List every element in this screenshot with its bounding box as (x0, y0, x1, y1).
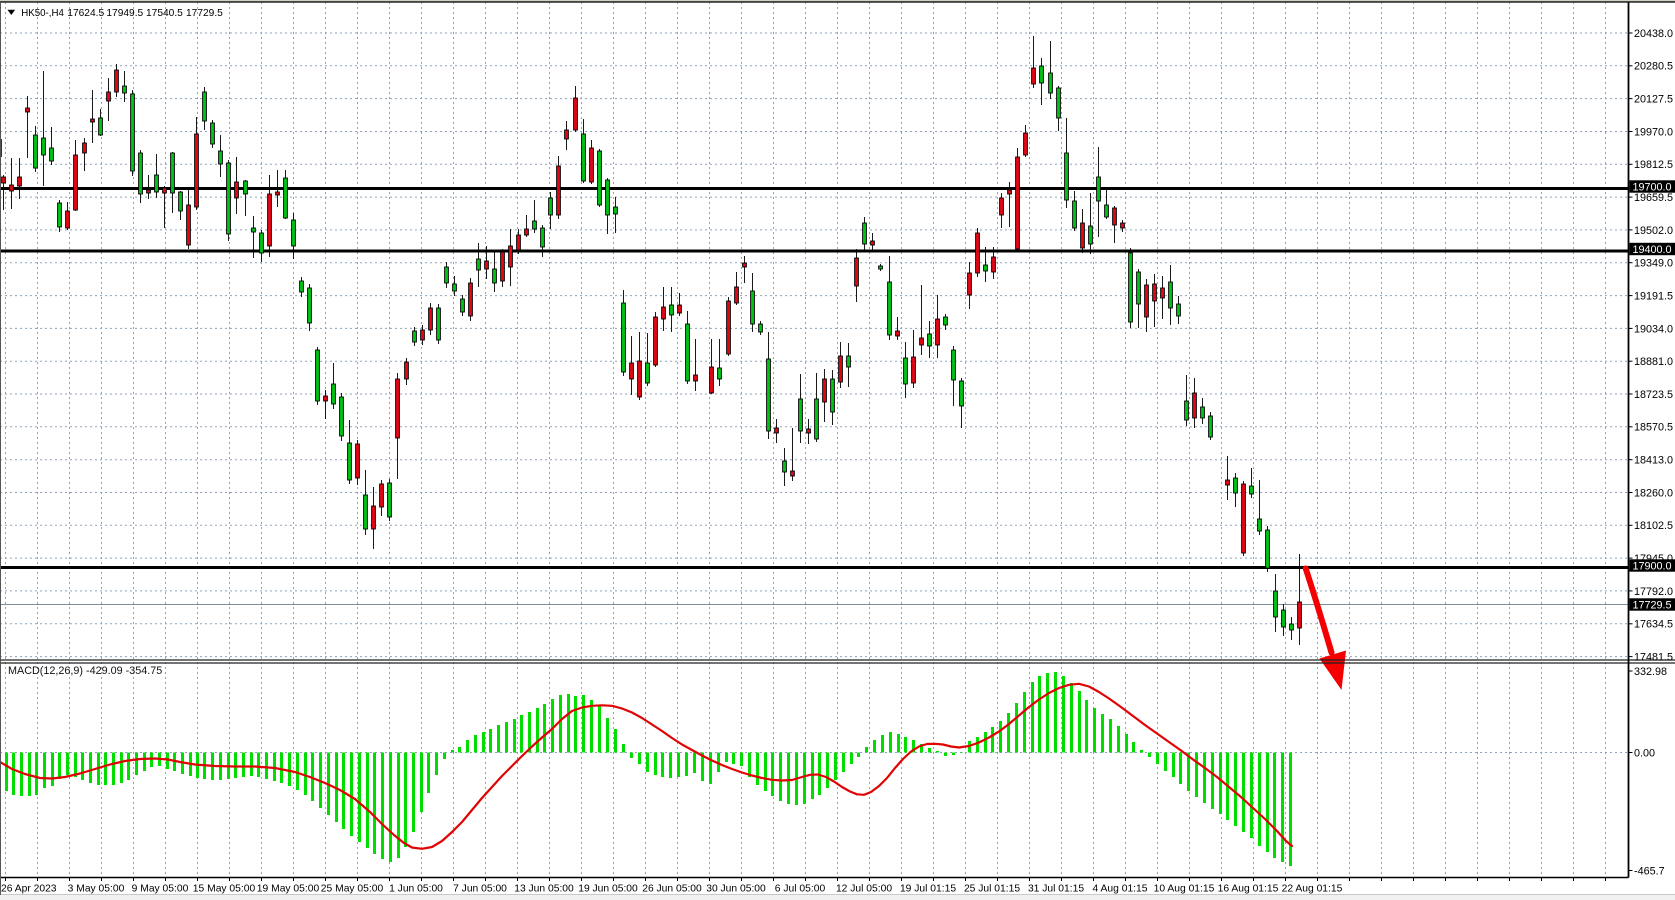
svg-text:16 Aug 01:15: 16 Aug 01:15 (1218, 884, 1279, 895)
svg-text:332.98: 332.98 (1634, 666, 1667, 678)
svg-text:18723.5: 18723.5 (1634, 389, 1673, 401)
svg-text:22 Aug 01:15: 22 Aug 01:15 (1282, 884, 1343, 895)
svg-text:17481.5: 17481.5 (1634, 652, 1673, 664)
svg-text:26 Apr 2023: 26 Apr 2023 (1, 884, 57, 895)
svg-text:MACD(12,26,9) -429.09 -354.75: MACD(12,26,9) -429.09 -354.75 (8, 665, 162, 677)
svg-text:-465.7: -465.7 (1634, 865, 1665, 877)
svg-text:19659.5: 19659.5 (1634, 192, 1673, 204)
svg-text:17729.5: 17729.5 (1633, 599, 1672, 611)
svg-text:1 Jun 05:00: 1 Jun 05:00 (389, 884, 443, 895)
svg-text:31 Jul 01:15: 31 Jul 01:15 (1028, 884, 1084, 895)
svg-text:3 May 05:00: 3 May 05:00 (68, 884, 125, 895)
svg-text:7 Jun 05:00: 7 Jun 05:00 (453, 884, 507, 895)
svg-text:19349.0: 19349.0 (1634, 258, 1673, 270)
svg-text:19812.5: 19812.5 (1634, 159, 1673, 171)
svg-text:9 May 05:00: 9 May 05:00 (132, 884, 189, 895)
svg-text:19400.0: 19400.0 (1633, 244, 1672, 256)
svg-text:12 Jul 05:00: 12 Jul 05:00 (836, 884, 892, 895)
svg-text:18881.0: 18881.0 (1634, 356, 1673, 368)
svg-text:6 Jul 05:00: 6 Jul 05:00 (775, 884, 826, 895)
svg-text:HK50-,H4: HK50-,H4 (21, 8, 64, 19)
svg-text:4 Aug 01:15: 4 Aug 01:15 (1093, 884, 1148, 895)
svg-text:19700.0: 19700.0 (1633, 181, 1672, 193)
svg-text:20438.0: 20438.0 (1634, 28, 1673, 40)
svg-text:19034.0: 19034.0 (1634, 323, 1673, 335)
svg-text:17540.5: 17540.5 (146, 8, 183, 19)
svg-text:25 Jul 01:15: 25 Jul 01:15 (964, 884, 1020, 895)
svg-text:15 May 05:00: 15 May 05:00 (193, 884, 256, 895)
svg-text:17729.5: 17729.5 (186, 8, 223, 19)
svg-text:13 Jun 05:00: 13 Jun 05:00 (514, 884, 574, 895)
svg-text:18413.0: 18413.0 (1634, 455, 1673, 467)
svg-text:19 Jul 01:15: 19 Jul 01:15 (900, 884, 956, 895)
svg-text:20280.5: 20280.5 (1634, 61, 1673, 73)
svg-text:19 May 05:00: 19 May 05:00 (257, 884, 320, 895)
svg-text:17900.0: 17900.0 (1633, 560, 1672, 572)
svg-text:10 Aug 01:15: 10 Aug 01:15 (1154, 884, 1215, 895)
svg-text:20127.5: 20127.5 (1634, 94, 1673, 106)
svg-text:30 Jun 05:00: 30 Jun 05:00 (706, 884, 766, 895)
svg-text:0.00: 0.00 (1634, 747, 1655, 759)
svg-text:18570.5: 18570.5 (1634, 422, 1673, 434)
svg-text:17792.0: 17792.0 (1634, 586, 1673, 598)
svg-text:17634.5: 17634.5 (1634, 619, 1673, 631)
svg-text:25 May 05:00: 25 May 05:00 (321, 884, 384, 895)
svg-text:19970.0: 19970.0 (1634, 126, 1673, 138)
svg-text:19191.5: 19191.5 (1634, 291, 1673, 303)
svg-text:17624.5: 17624.5 (67, 8, 104, 19)
svg-text:26 Jun 05:00: 26 Jun 05:00 (642, 884, 702, 895)
svg-text:17949.5: 17949.5 (106, 8, 143, 19)
svg-text:19 Jun 05:00: 19 Jun 05:00 (578, 884, 638, 895)
svg-text:19502.0: 19502.0 (1634, 225, 1673, 237)
svg-text:18102.5: 18102.5 (1634, 520, 1673, 532)
svg-text:18260.0: 18260.0 (1634, 487, 1673, 499)
